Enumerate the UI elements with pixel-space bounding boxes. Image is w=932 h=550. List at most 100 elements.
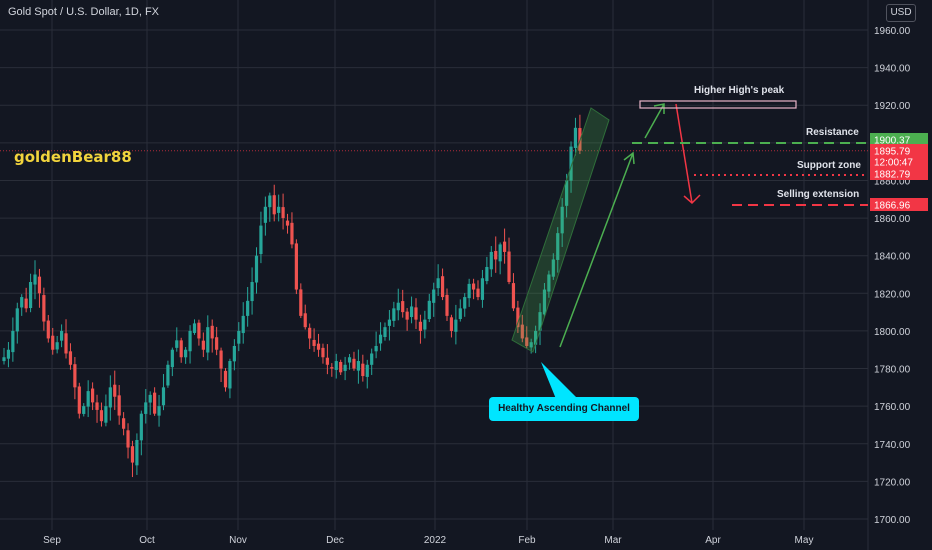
candle-body (520, 324, 524, 339)
candle-body (37, 276, 42, 294)
candle-body (489, 251, 493, 270)
y-tick-label: 1880.00 (874, 176, 911, 187)
arrow-head (653, 103, 665, 114)
candle-body (440, 276, 445, 298)
candle-body (409, 306, 414, 318)
candle-body (6, 349, 11, 359)
candle-body (334, 361, 338, 370)
y-tick-label: 1860.00 (874, 214, 911, 225)
higher-high-box (639, 100, 797, 109)
candle-body (312, 339, 316, 346)
candle-body (24, 298, 28, 309)
y-tick-label: 1800.00 (874, 327, 911, 338)
candle-body (130, 446, 135, 463)
candle-body (281, 207, 285, 219)
candle-body (299, 289, 303, 316)
candle-body (250, 282, 254, 302)
candle-body (232, 345, 236, 362)
candle-body (117, 395, 121, 416)
candle-body (184, 349, 188, 358)
candle-body (99, 410, 104, 422)
candle-body (392, 308, 396, 321)
candle-body (237, 330, 241, 344)
candle-body (511, 283, 516, 309)
candle-body (28, 282, 33, 309)
candle-body (210, 325, 214, 339)
candle-body (569, 146, 573, 181)
price-tag (870, 144, 928, 157)
candle-body (321, 347, 325, 358)
candle-body (463, 297, 467, 309)
candle-body (378, 334, 383, 344)
candle-body (91, 388, 95, 403)
candle-body (215, 337, 219, 350)
x-tick-label: Oct (139, 535, 155, 546)
x-tick-label: Feb (518, 535, 536, 546)
x-tick-label: Dec (326, 535, 344, 546)
candle-body (161, 387, 166, 406)
x-tick-label: Sep (43, 535, 61, 546)
candle-body (259, 225, 263, 255)
y-tick-label: 1920.00 (874, 101, 911, 112)
candle-body (494, 250, 498, 260)
price-tag (870, 133, 928, 146)
support-zone-label: Support zone (797, 160, 861, 171)
x-tick-label: Mar (604, 535, 622, 546)
candle-body (418, 321, 423, 331)
y-tick-label: 1740.00 (874, 440, 911, 451)
candle-body (343, 364, 347, 371)
candle-body (507, 251, 511, 283)
candle-body (51, 335, 55, 350)
candle-body (272, 195, 276, 215)
price-tag (870, 167, 928, 180)
candle-body (330, 367, 334, 369)
candle-body (170, 349, 174, 368)
x-tick-label: Apr (705, 535, 721, 546)
candle-body (556, 233, 560, 260)
candle-body (347, 357, 352, 363)
currency-button[interactable]: USD (886, 4, 916, 22)
candle-body (68, 351, 73, 365)
resistance-label: Resistance (806, 127, 859, 138)
candle-body (325, 357, 329, 365)
y-tick-label: 1720.00 (874, 477, 911, 488)
arrow-head (683, 194, 701, 205)
candle-body (502, 241, 507, 252)
candle-body (157, 406, 161, 416)
candle-body (15, 308, 19, 332)
candle-body (188, 330, 192, 352)
candle-body (206, 327, 210, 353)
author-watermark: goldenBear88 (14, 148, 132, 166)
candle-body (454, 319, 458, 332)
candle-body (122, 418, 126, 429)
candle-body (135, 440, 139, 466)
candle-body (55, 342, 59, 350)
candle-body (370, 353, 374, 365)
candle-body (560, 206, 564, 234)
candle-body (219, 350, 223, 369)
candle-body (432, 289, 436, 303)
candle-body (308, 327, 312, 339)
candle-body (449, 317, 454, 331)
candle-body (316, 343, 321, 350)
candle-body (241, 315, 245, 334)
price-tag-label: 1882.79 (874, 170, 911, 181)
candle-body (108, 387, 112, 408)
candle-body (458, 308, 462, 319)
candle-body (427, 300, 431, 320)
candle-body (148, 394, 152, 403)
candle-body (2, 357, 6, 362)
price-tag-label: 1895.79 (874, 147, 911, 158)
candle-body (223, 370, 228, 388)
chart-title: Gold Spot / U.S. Dollar, 1D, FX (8, 6, 160, 18)
up-projection-arrow (559, 152, 634, 348)
candle-body (516, 307, 520, 328)
candle-body (166, 364, 170, 386)
candle-body (113, 384, 117, 397)
candle-body (290, 222, 294, 245)
candle-body (423, 319, 427, 330)
y-tick-label: 1960.00 (874, 26, 911, 37)
candle-body (383, 327, 387, 338)
price-tag-label: 1866.96 (874, 201, 911, 212)
